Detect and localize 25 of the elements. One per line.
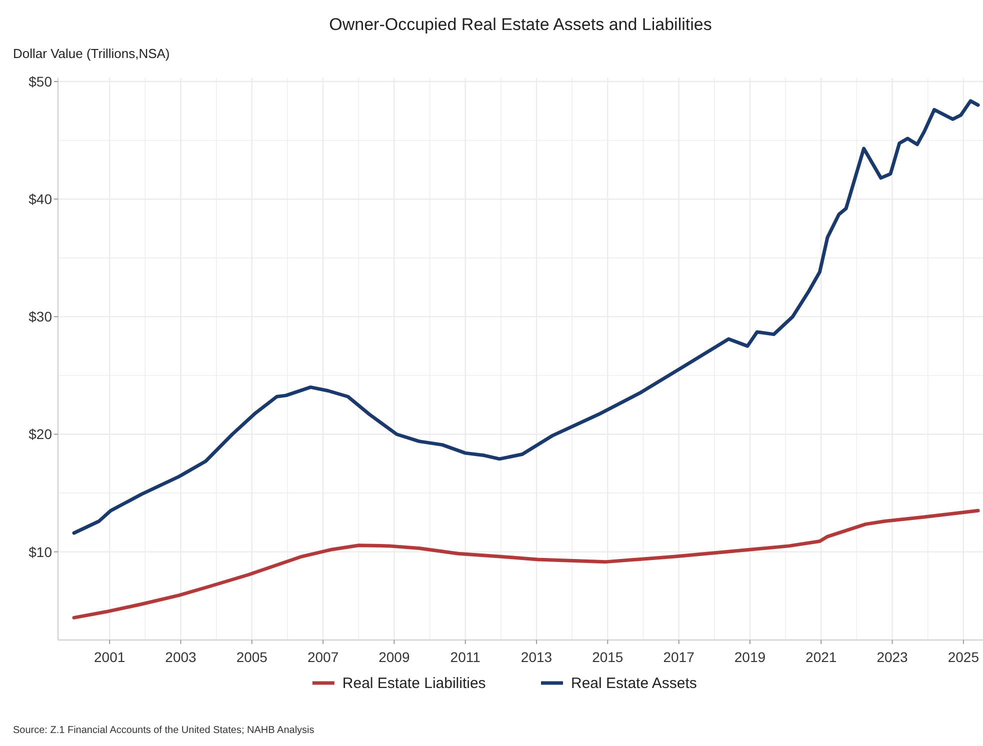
y-tick-label: $20: [28, 426, 52, 442]
x-tick-label: 2003: [165, 649, 197, 665]
x-tick-label: 2015: [592, 649, 624, 665]
x-tick-label: 2023: [876, 649, 908, 665]
y-tick-label: $30: [28, 308, 52, 325]
x-tick-label: 2005: [236, 649, 268, 665]
y-axis-title: Dollar Value (Trillions,NSA): [13, 46, 170, 61]
y-tick-label: $50: [28, 74, 52, 90]
x-tick-label: 2007: [307, 649, 339, 665]
y-tick-label: $40: [28, 191, 52, 208]
legend-label: Real Estate Liabilities: [342, 675, 486, 692]
legend-label: Real Estate Assets: [571, 675, 697, 692]
source-note: Source: Z.1 Financial Accounts of the United States; NAHB Analysis: [13, 725, 314, 736]
x-tick-label: 2009: [378, 649, 410, 665]
x-tick-label: 2025: [948, 649, 980, 665]
y-tick-label: $10: [28, 544, 52, 560]
chart-title: Owner-Occupied Real Estate Assets and Liabilities: [329, 15, 712, 34]
x-tick-label: 2001: [94, 649, 126, 665]
line-series: [72, 99, 980, 535]
x-tick-label: 2011: [450, 649, 481, 665]
x-tick-label: 2021: [806, 649, 837, 665]
x-tick-label: 2017: [663, 649, 695, 665]
x-tick-label: 2013: [520, 649, 552, 665]
line-series: [72, 508, 980, 620]
x-tick-label: 2019: [734, 649, 766, 665]
